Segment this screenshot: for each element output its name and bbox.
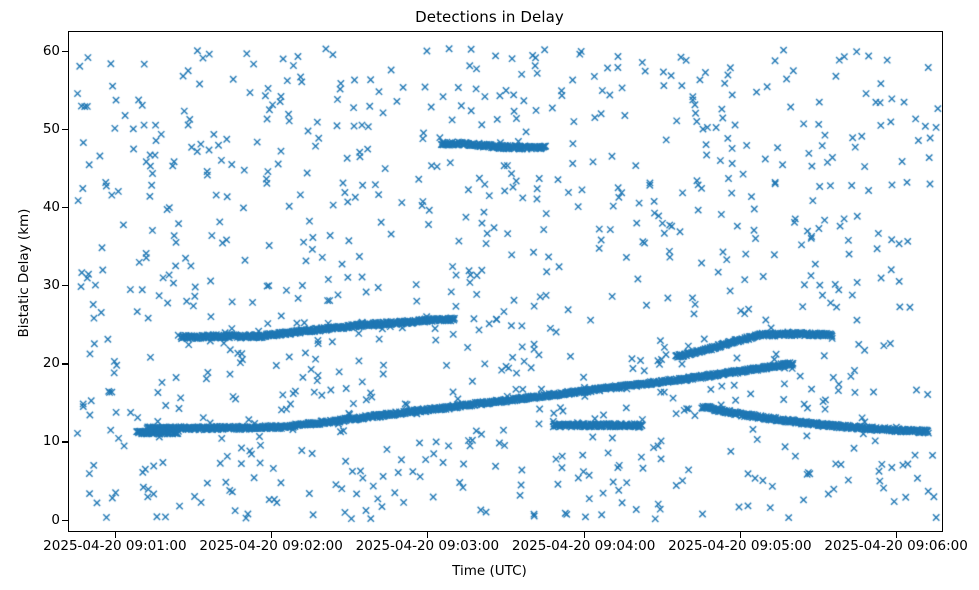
x-tick-mark (896, 532, 898, 538)
y-tick-label: 50 (42, 121, 60, 138)
y-tick-mark (62, 363, 68, 365)
x-tick-label: 2025-04-20 09:02:00 (199, 538, 343, 554)
y-tick-mark (62, 519, 68, 521)
x-tick-mark (427, 532, 429, 538)
x-tick-label: 2025-04-20 09:04:00 (511, 538, 656, 554)
x-tick-label: 2025-04-20 09:03:00 (355, 538, 500, 554)
x-tick-mark (739, 532, 741, 538)
y-tick-label: 40 (42, 199, 60, 216)
y-tick-mark (62, 285, 68, 287)
x-axis-label: Time (UTC) (452, 563, 527, 579)
y-tick-mark (62, 441, 68, 443)
x-tick-mark (271, 532, 273, 538)
x-tick-label: 2025-04-20 09:01:00 (43, 538, 187, 554)
x-tick-mark (583, 532, 585, 538)
y-axis-label: Bistatic Delay (km) (16, 208, 32, 338)
y-tick-label: 30 (42, 277, 60, 294)
y-tick-mark (62, 207, 68, 209)
y-tick-mark (62, 129, 68, 131)
plot-area (68, 31, 943, 532)
scatter-points-canvas (69, 32, 942, 531)
x-tick-label: 2025-04-20 09:05:00 (668, 538, 812, 554)
y-tick-label: 0 (51, 511, 60, 528)
y-tick-label: 10 (42, 433, 60, 450)
y-tick-mark (62, 51, 68, 53)
y-axis-tick-group: 0 10 20 30 40 50 60 (0, 0, 60, 590)
x-tick-label: 2025-04-20 09:06:00 (824, 538, 968, 554)
y-tick-label: 20 (42, 355, 60, 372)
x-tick-mark (114, 532, 116, 538)
page-title: Detections in Delay (415, 8, 564, 26)
y-tick-label: 60 (42, 43, 60, 60)
